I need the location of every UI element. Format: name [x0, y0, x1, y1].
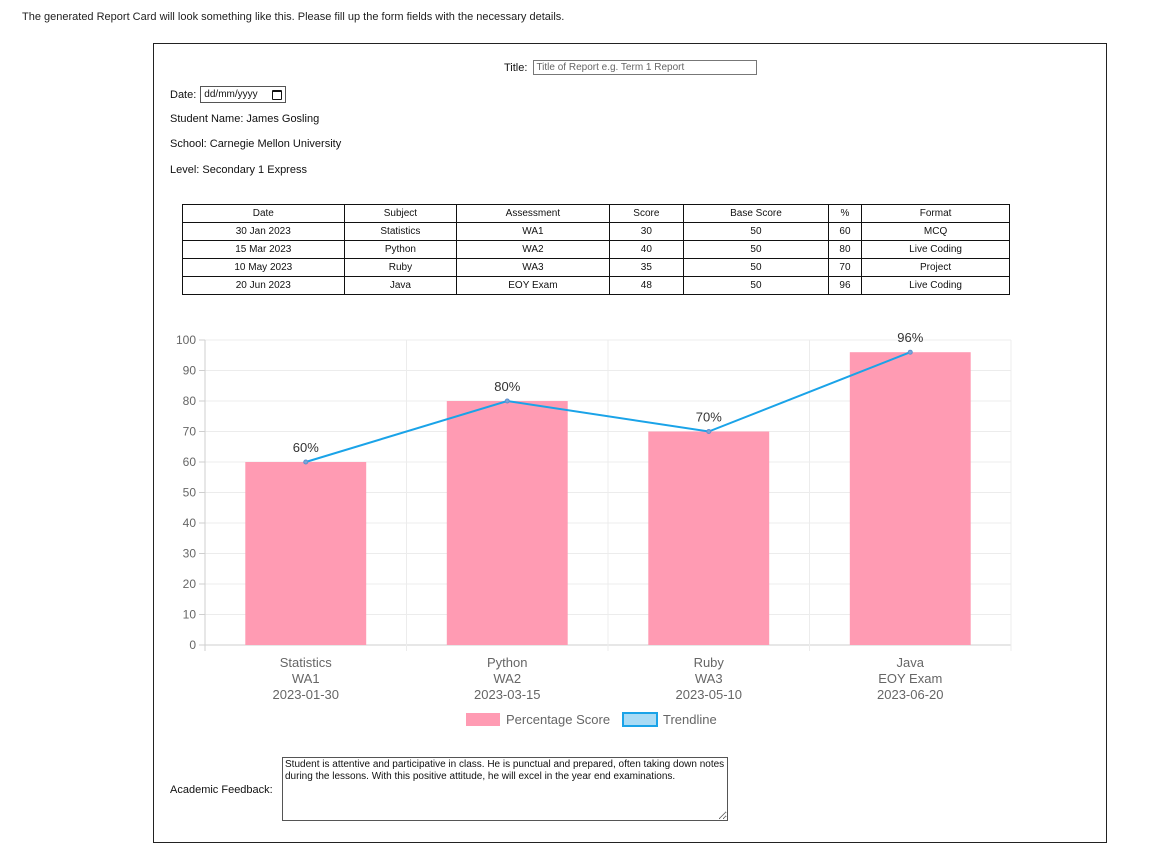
table-row: 30 Jan 2023 Statistics WA1 30 50 60 MCQ: [182, 222, 1010, 241]
y-tick-label: 0: [189, 638, 196, 652]
date-placeholder: dd/mm/yyyy: [204, 89, 258, 100]
student-name: Student Name: James Gosling: [170, 113, 320, 125]
x-tick-label: Java: [897, 655, 925, 670]
column-header: %: [827, 204, 863, 223]
data-label: 96%: [897, 330, 923, 345]
x-tick-label: 2023-01-30: [273, 687, 340, 702]
y-tick-label: 10: [183, 608, 197, 622]
table-row: 20 Jun 2023 Java EOY Exam 48 50 96 Live …: [182, 276, 1010, 295]
x-tick-label: 2023-06-20: [877, 687, 944, 702]
feedback-textarea[interactable]: Student is attentive and participative i…: [282, 757, 728, 821]
date-row: Date: dd/mm/yyyy: [170, 86, 286, 103]
table-cell: 96: [827, 276, 863, 295]
table-row: 15 Mar 2023 Python WA2 40 50 80 Live Cod…: [182, 240, 1010, 259]
data-label: 70%: [696, 410, 722, 425]
data-label: 80%: [494, 379, 520, 394]
report-card: Title: Date: dd/mm/yyyy Student Name: Ja…: [153, 43, 1107, 843]
table-cell: 10 May 2023: [182, 258, 345, 277]
trend-point: [504, 398, 510, 404]
intro-text: The generated Report Card will look some…: [22, 11, 565, 23]
table-cell: Live Coding: [861, 276, 1010, 295]
legend-label: Trendline: [663, 712, 717, 727]
bar: [849, 352, 971, 645]
calendar-icon[interactable]: [271, 89, 282, 100]
bar: [245, 462, 367, 645]
trend-point: [907, 349, 913, 355]
y-tick-label: 80: [183, 394, 197, 408]
trend-point: [303, 459, 309, 465]
table-cell: 20 Jun 2023: [182, 276, 345, 295]
title-label: Title:: [504, 61, 528, 74]
data-label: 60%: [293, 440, 319, 455]
y-tick-label: 60: [183, 455, 197, 469]
y-tick-label: 90: [183, 364, 197, 378]
bar: [648, 431, 770, 645]
x-tick-label: Ruby: [694, 655, 725, 670]
y-tick-label: 30: [183, 547, 197, 561]
x-tick-label: 2023-05-10: [676, 687, 743, 702]
trendline: [305, 351, 911, 463]
score-chart: 0 10 20 30 40 50 60 70 80 90 100 60% 80% 70% 96% Statis…: [176, 330, 1012, 727]
legend-swatch-line: [622, 712, 658, 727]
scores-table: Date Subject Assessment Score Base Score…: [182, 204, 1010, 295]
y-tick-label: 40: [183, 516, 197, 530]
date-input[interactable]: dd/mm/yyyy: [200, 86, 286, 103]
level: Level: Secondary 1 Express: [170, 164, 307, 176]
date-label: Date:: [170, 88, 197, 101]
x-tick-label: WA3: [695, 671, 723, 686]
x-tick-label: WA1: [292, 671, 320, 686]
x-tick-label: WA2: [493, 671, 521, 686]
title-input[interactable]: [533, 60, 758, 75]
x-tick-label: 2023-03-15: [474, 687, 541, 702]
table-row: 10 May 2023 Ruby WA3 35 50 70 Project: [182, 258, 1010, 277]
x-tick-label: EOY Exam: [878, 671, 942, 686]
legend-swatch-bar: [466, 713, 500, 726]
x-tick-label: Python: [487, 655, 527, 670]
legend-label: Percentage Score: [506, 712, 610, 727]
title-row: Title:: [504, 60, 758, 75]
feedback-label: Academic Feedback:: [170, 784, 273, 796]
y-tick-label: 70: [183, 425, 197, 439]
bar: [446, 401, 568, 645]
y-tick-label: 50: [183, 486, 197, 500]
table-header-row: Date Subject Assessment Score Base Score…: [182, 204, 1010, 223]
y-tick-label: 100: [176, 333, 196, 347]
school-name: School: Carnegie Mellon University: [170, 138, 342, 150]
table-cell: EOY Exam: [456, 276, 610, 295]
trend-point: [706, 429, 712, 434]
y-tick-label: 20: [183, 577, 197, 591]
x-tick-label: Statistics: [280, 655, 333, 670]
